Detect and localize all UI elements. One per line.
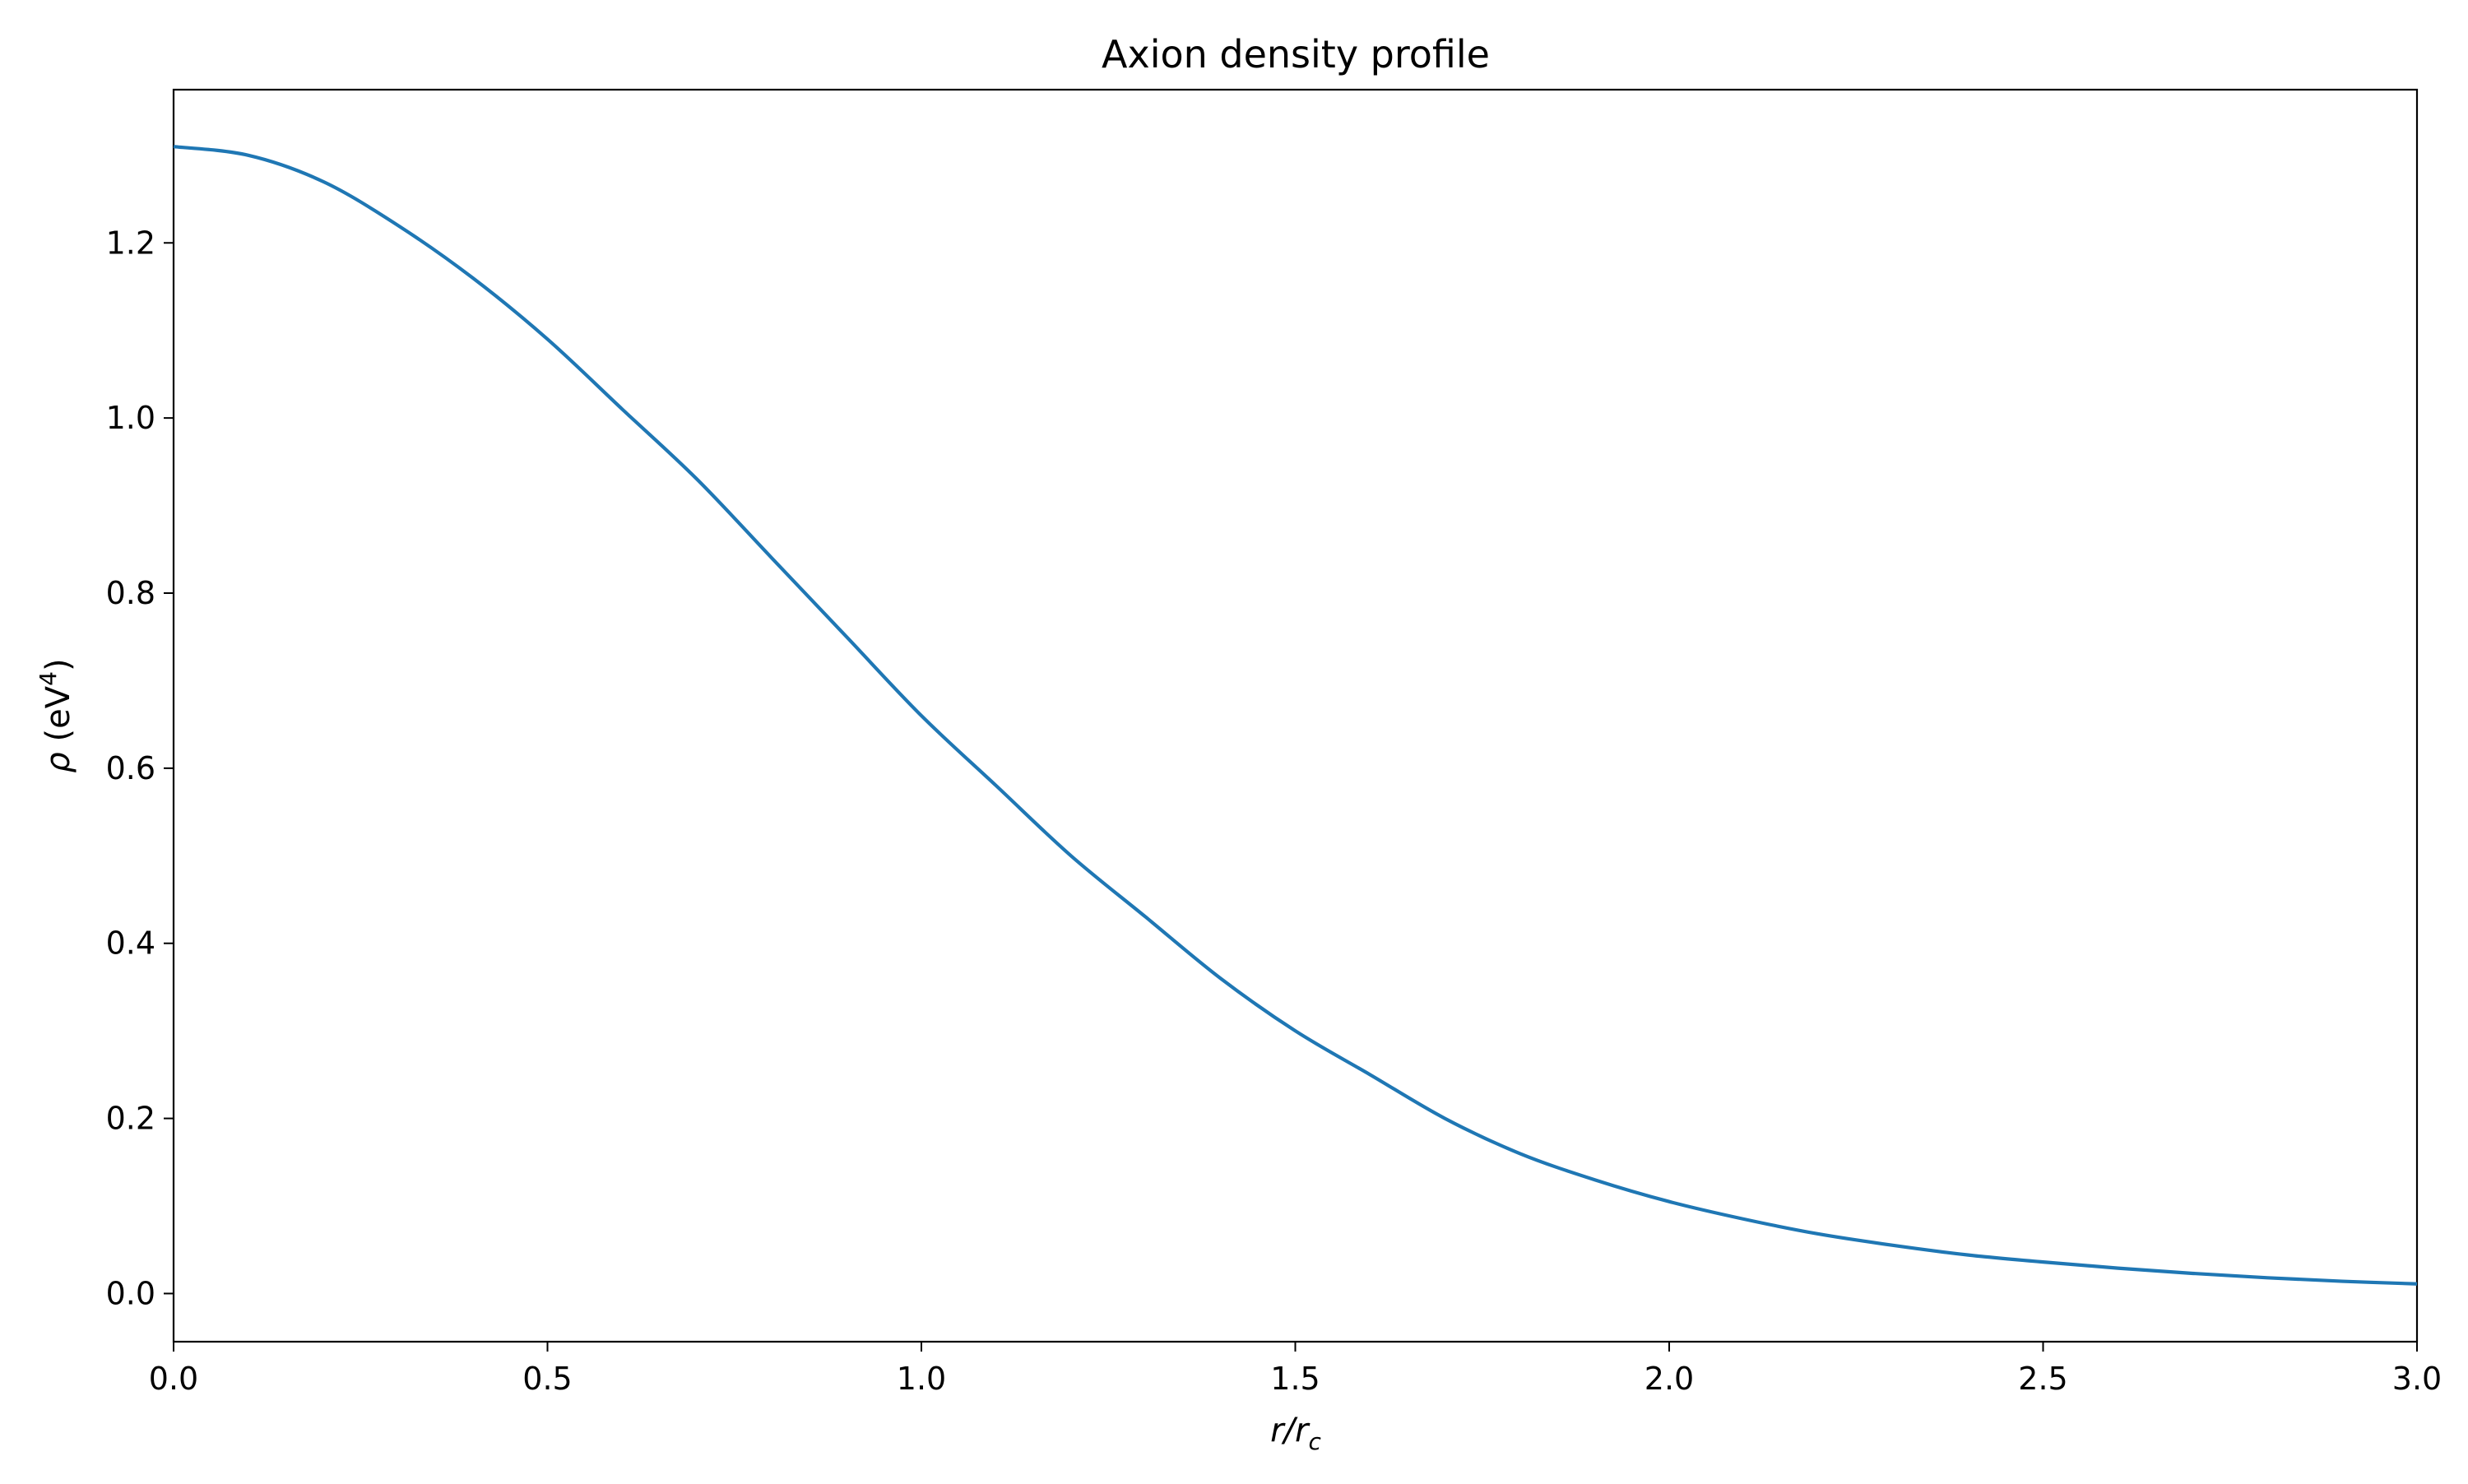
x-tick-label: 3.0 (2392, 1361, 2442, 1397)
x-tick-label: 0.0 (149, 1361, 198, 1397)
y-axis-label-exponent: 4 (35, 671, 62, 686)
y-axis-label: ρ (eV4) (35, 658, 77, 772)
density-profile-line (173, 145, 2418, 1286)
y-axis-label-close: ) (39, 658, 77, 671)
x-tick-label: 0.5 (522, 1361, 572, 1397)
x-tick-label: 1.0 (897, 1361, 946, 1397)
y-axis-label-symbol: ρ (39, 752, 77, 772)
y-axis: 0.0 0.2 0.4 0.6 0.8 1.0 1.2 (106, 225, 174, 1311)
x-axis-label-main: r/r (1270, 1412, 1311, 1449)
x-tick-label: 1.5 (1270, 1361, 1320, 1397)
y-tick-label: 0.0 (106, 1275, 155, 1311)
x-axis-label: r/rc (1270, 1412, 1321, 1455)
y-tick-label: 0.8 (106, 575, 155, 611)
x-tick-label: 2.5 (2018, 1361, 2067, 1397)
y-tick-label: 0.4 (106, 925, 155, 962)
y-axis-label-unit: (eV (39, 685, 77, 752)
x-tick-label: 2.0 (1645, 1361, 1694, 1397)
y-tick-label: 0.2 (106, 1101, 155, 1137)
y-tick-label: 0.6 (106, 750, 155, 786)
x-axis: 0.0 0.5 1.0 1.5 2.0 2.5 3.0 (149, 1342, 2442, 1397)
chart-title: Axion density profile (1102, 32, 1490, 77)
y-tick-label: 1.0 (106, 400, 155, 436)
y-tick-label: 1.2 (106, 225, 155, 261)
x-axis-label-sub: c (1308, 1428, 1321, 1455)
